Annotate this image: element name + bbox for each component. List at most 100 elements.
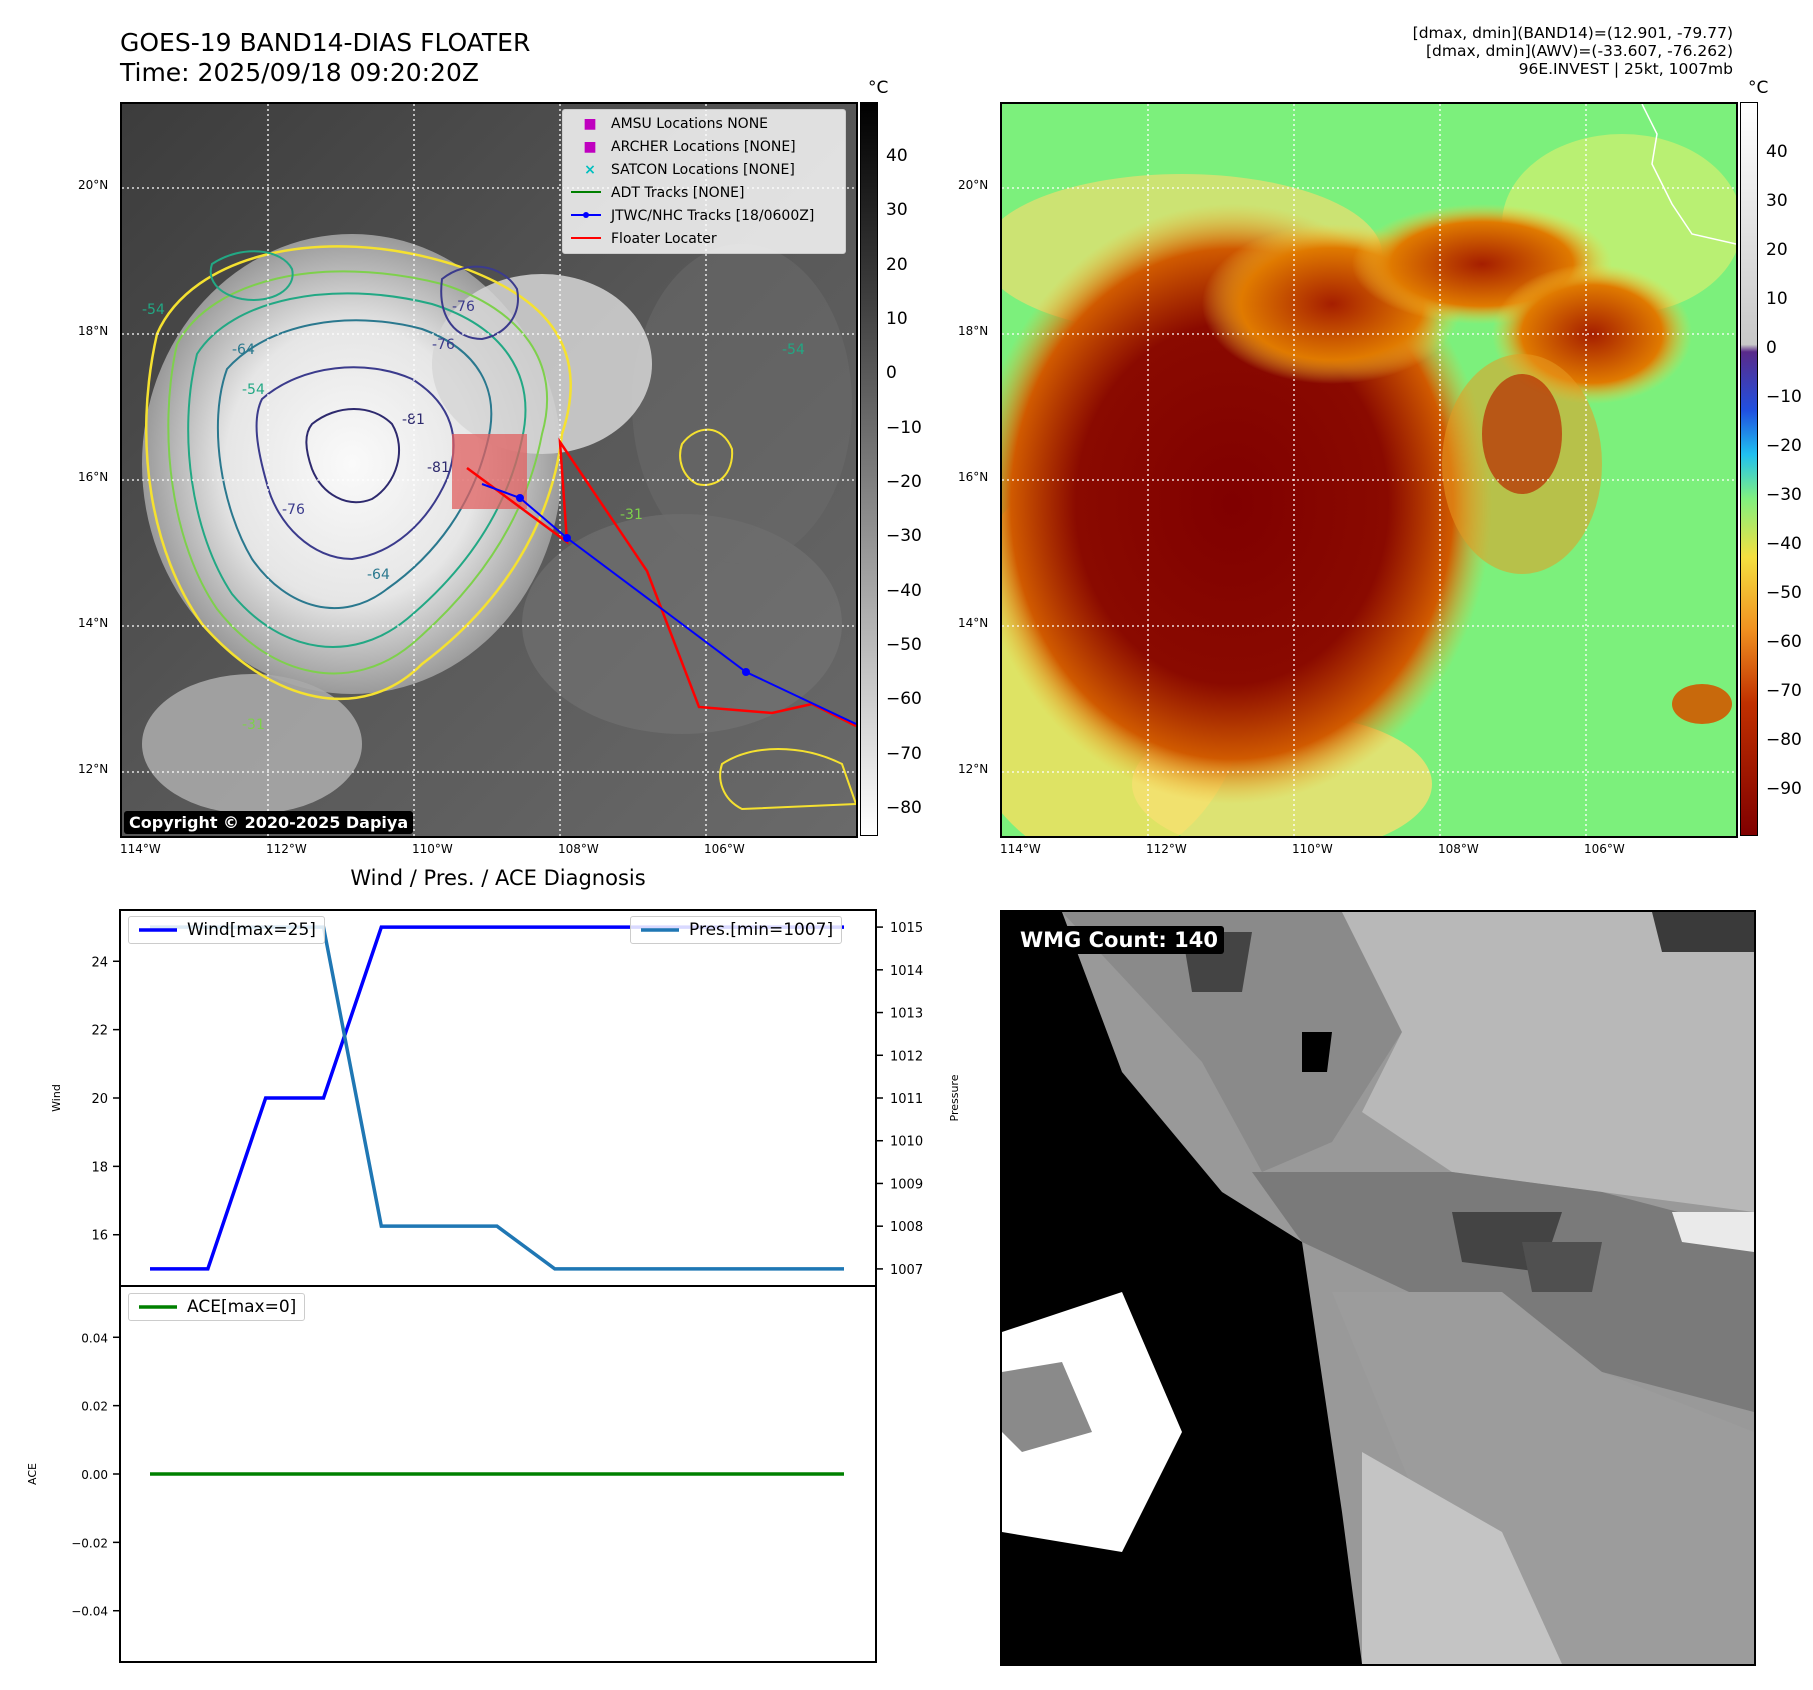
x-marker-icon: × (584, 162, 596, 178)
pressure-tick-label: 1015 (890, 921, 923, 936)
colorbar-tick: −70 (886, 744, 922, 764)
contour-label: -76 (452, 299, 475, 315)
colorbar-tick: −30 (886, 526, 922, 546)
colorbar-tick: −20 (886, 472, 922, 492)
ir-colorbar-ticks: 40 30 20 10 0 −10 −20 −30 −40 −50 −60 −7… (886, 102, 946, 834)
info-line: [dmax, dmin](AWV)=(-33.607, -76.262) (1426, 42, 1733, 60)
info-line: [dmax, dmin](BAND14)=(12.901, -79.77) (1412, 24, 1733, 42)
ir-map-panel: -76 -76 -81 -81 -76 -64 -54 -54 -64 -31 … (120, 102, 858, 838)
ace-axis-label: ACE (26, 1463, 39, 1485)
legend-label: Wind[max=25] (187, 920, 316, 940)
colorbar-tick: 30 (1766, 191, 1788, 211)
colorbar-tick: −20 (1766, 436, 1802, 456)
wind-legend: Wind[max=25] (128, 916, 325, 944)
wv-colorbar-ticks: 40 30 20 10 0 −10 −20 −30 −40 −50 −60 −7… (1766, 102, 1812, 834)
legend-item-amsu: ■ AMSU Locations NONE (569, 113, 839, 136)
pressure-tick-label: 1010 (890, 1135, 923, 1150)
contour-label: -31 (242, 717, 265, 733)
colorbar-tick: −30 (1766, 485, 1802, 505)
jtwc-track-point (563, 534, 571, 542)
square-marker-icon: ■ (583, 139, 597, 155)
legend-label: AMSU Locations NONE (611, 116, 769, 132)
colorbar-tick: 20 (1766, 240, 1788, 260)
colorbar-tick: −10 (1766, 387, 1802, 407)
jtwc-track-point (516, 494, 524, 502)
wind-tick-label: 20 (91, 1092, 108, 1107)
colorbar-tick: −60 (886, 689, 922, 709)
colorbar-tick: 10 (1766, 289, 1788, 309)
colorbar-tick: 10 (886, 309, 908, 329)
diagnosis-title: Wind / Pres. / ACE Diagnosis (350, 866, 646, 890)
colorbar-tick: −40 (886, 581, 922, 601)
line-marker-icon (139, 1305, 177, 1309)
line-marker-icon (641, 928, 679, 932)
line-marker-icon (139, 928, 177, 932)
lon-label: 110°W (412, 842, 453, 856)
legend-label: SATCON Locations [NONE] (611, 162, 795, 178)
lon-label: 106°W (704, 842, 745, 856)
lon-label: 108°W (558, 842, 599, 856)
wind-series-line (150, 925, 844, 1271)
lat-label: 14°N (958, 616, 989, 630)
legend-item-jtwc: JTWC/NHC Tracks [18/0600Z] (569, 205, 839, 228)
pressure-y-ticks: 1007 1008 1009 1010 1011 1012 1013 1014 1015 (876, 921, 923, 1278)
contour-label: -54 (782, 342, 805, 358)
colorbar-tick: −80 (1766, 730, 1802, 750)
legend-item-satcon: × SATCON Locations [NONE] (569, 159, 839, 182)
colorbar-tick: 0 (886, 363, 897, 383)
wind-tick-label: 22 (91, 1024, 108, 1039)
info-line: 96E.INVEST | 25kt, 1007mb (1518, 60, 1733, 78)
lat-label: 12°N (78, 762, 109, 776)
pressure-tick-label: 1014 (890, 964, 923, 979)
ir-colorbar (860, 102, 878, 836)
pressure-tick-label: 1008 (890, 1220, 923, 1235)
colorbar-tick: −10 (886, 418, 922, 438)
colorbar-tick: −40 (1766, 534, 1802, 554)
lon-label: 112°W (266, 842, 307, 856)
colorbar-tick: −50 (1766, 583, 1802, 603)
colorbar-tick: 40 (886, 146, 908, 166)
legend-label: ADT Tracks [NONE] (611, 185, 745, 201)
pressure-tick-label: 1009 (890, 1177, 923, 1192)
contour-label: -31 (620, 507, 643, 523)
contour-label: -64 (232, 342, 255, 358)
lat-label: 18°N (78, 324, 109, 338)
copyright-label: Copyright © 2020-2025 Dapiya (124, 811, 414, 834)
wind-tick-label: 18 (91, 1160, 108, 1175)
lon-label: 110°W (1292, 842, 1333, 856)
ace-tick-label: 0.00 (81, 1468, 108, 1482)
legend-item-adt: ADT Tracks [NONE] (569, 182, 839, 205)
ace-tick-label: 0.04 (81, 1331, 108, 1345)
line-dot-marker-icon (569, 205, 611, 228)
wind-tick-label: 24 (91, 955, 108, 970)
wind-pressure-axes (119, 909, 877, 1287)
pressure-series-line (150, 925, 844, 1271)
lat-label: 12°N (958, 762, 989, 776)
jtwc-track-point (742, 668, 750, 676)
lon-label: 108°W (1438, 842, 1479, 856)
pressure-axis-label: Pressure (948, 1074, 961, 1121)
pressure-tick-label: 1007 (890, 1263, 923, 1278)
pressure-tick-label: 1011 (890, 1092, 923, 1107)
pressure-tick-label: 1012 (890, 1049, 923, 1064)
figure-time: Time: 2025/09/18 09:20:20Z (120, 58, 479, 87)
contour-label: -54 (242, 382, 265, 398)
map-gridlines (1002, 104, 1736, 836)
pressure-tick-label: 1013 (890, 1007, 923, 1022)
map-legend: ■ AMSU Locations NONE ■ ARCHER Locations [… (562, 109, 846, 254)
legend-label: ACE[max=0] (187, 1297, 297, 1317)
colorbar-tick: −60 (1766, 632, 1802, 652)
ace-tick-label: −0.02 (71, 1536, 108, 1550)
ace-tick-label: −0.04 (71, 1605, 108, 1619)
legend-label: ARCHER Locations [NONE] (611, 139, 796, 155)
ace-y-ticks: 0.04 0.02 0.00 −0.02 −0.04 (71, 1331, 120, 1619)
ace-tick-label: 0.02 (81, 1400, 108, 1414)
colorbar-tick: 40 (1766, 142, 1788, 162)
lon-label: 114°W (1000, 842, 1041, 856)
colorbar-tick: −80 (886, 798, 922, 818)
square-marker-icon: ■ (583, 116, 597, 132)
wind-y-ticks: 16 18 20 22 24 (91, 955, 120, 1244)
floater-box (452, 434, 527, 509)
legend-label: Floater Locater (611, 231, 717, 247)
